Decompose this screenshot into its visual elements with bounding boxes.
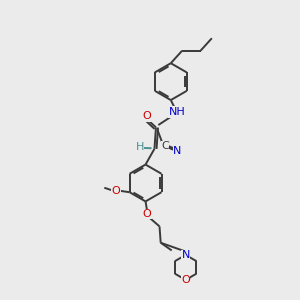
Text: NH: NH [169,107,186,117]
Text: N: N [182,250,190,260]
Text: H: H [135,142,144,152]
Text: O: O [181,275,190,285]
Text: O: O [143,111,152,121]
Text: N: N [182,250,190,260]
Text: O: O [181,275,190,285]
Text: O: O [143,209,152,219]
Text: O: O [112,186,121,196]
Text: N: N [173,146,182,156]
Text: C: C [161,141,169,151]
